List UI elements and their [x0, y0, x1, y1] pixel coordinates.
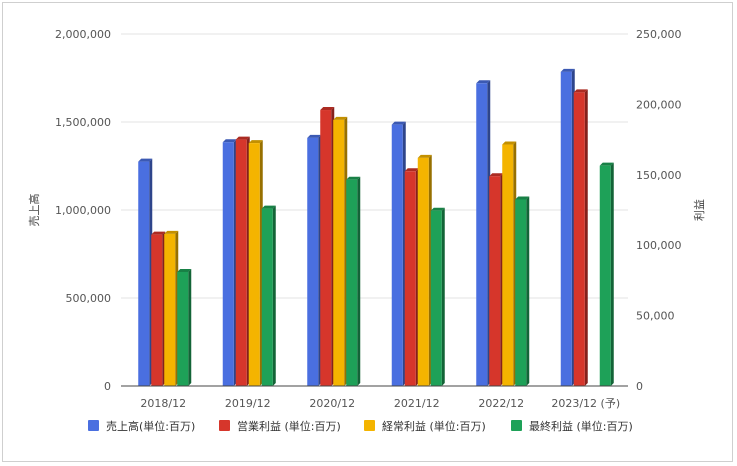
legend-label: 売上高(単位:百万) [106, 419, 195, 433]
legend-swatch [88, 420, 99, 431]
bar-4-1 [177, 268, 192, 386]
bar-4-6 [599, 162, 614, 386]
x-tick-label: 2021/12 [394, 397, 440, 410]
grid-lines [121, 33, 628, 299]
y-left-tick-label: 0 [104, 380, 111, 393]
legend-item-1: 売上高(単位:百万) [88, 419, 195, 433]
x-tick-label: 2022/12 [478, 397, 524, 410]
y-right-tick-label: 0 [636, 380, 643, 393]
y-left-tick-label: 1,000,000 [55, 204, 111, 217]
bar-1-3 [307, 134, 322, 386]
y-right-tick-label: 200,000 [636, 98, 682, 111]
y-axis-left-title: 売上高 [27, 194, 41, 227]
legend-label: 営業利益 (単位:百万) [237, 419, 341, 433]
bar-4-4 [430, 207, 445, 386]
legend-swatch [511, 420, 522, 431]
bar-2-4 [404, 168, 419, 386]
bar-2-3 [320, 107, 335, 387]
bar-1-6 [560, 68, 575, 386]
bars [138, 68, 614, 387]
bar-3-3 [333, 116, 348, 386]
bar-2-5 [489, 173, 504, 386]
y-right-tick-label: 50,000 [636, 310, 675, 323]
bar-4-5 [515, 196, 530, 386]
y-left-tick-label: 2,000,000 [55, 28, 111, 41]
x-tick-label: 2020/12 [309, 397, 355, 410]
bar-3-1 [164, 230, 179, 386]
y-left-tick-label: 1,500,000 [55, 116, 111, 129]
bar-2-2 [235, 136, 250, 386]
legend-label: 経常利益 (単位:百万) [382, 419, 486, 433]
legend-item-2: 営業利益 (単位:百万) [219, 419, 341, 433]
y-right-tick-label: 150,000 [636, 169, 682, 182]
bar-2-1 [151, 231, 166, 386]
legend-item-4: 最終利益 (単位:百万) [511, 419, 633, 433]
axes: 0 500,000 1,000,000 1,500,000 2,000,000 0 50,0… [55, 28, 681, 410]
legend-label: 最終利益 (単位:百万) [529, 419, 633, 433]
bar-2-6 [573, 89, 588, 386]
x-tick-label: 2018/12 [140, 397, 186, 410]
bar-4-2 [261, 205, 276, 386]
bar-1-5 [476, 80, 491, 386]
legend-swatch [219, 420, 230, 431]
bar-1-4 [391, 121, 406, 386]
bar-3-2 [248, 140, 263, 386]
bar-3-4 [417, 154, 432, 386]
legend-swatch [364, 420, 375, 431]
y-right-tick-label: 100,000 [636, 239, 682, 252]
bar-4-3 [346, 176, 361, 386]
y-axis-right-title: 利益 [692, 199, 706, 221]
y-right-tick-label: 250,000 [636, 28, 682, 41]
bar-3-5 [502, 141, 517, 386]
x-tick-label: 2019/12 [225, 397, 271, 410]
x-tick-label: 2023/12 (予) [551, 397, 620, 410]
legend: 売上高(単位:百万) 営業利益 (単位:百万) 経常利益 (単位:百万) 最終利益 (… [88, 419, 633, 433]
y-left-tick-label: 500,000 [66, 292, 112, 305]
bar-1-2 [222, 139, 237, 386]
bar-1-1 [138, 158, 153, 386]
legend-item-3: 経常利益 (単位:百万) [364, 419, 486, 433]
